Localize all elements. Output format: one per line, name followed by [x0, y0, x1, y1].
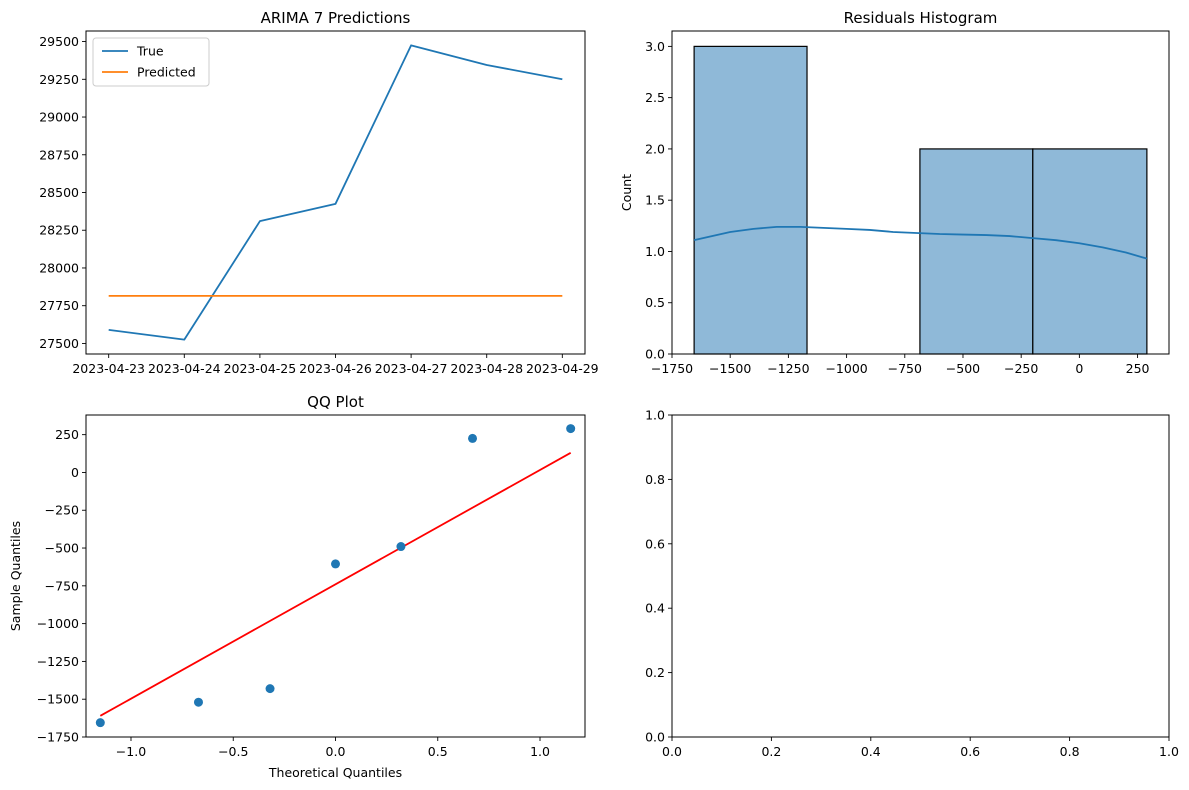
- predictions-legend: True Predicted: [92, 37, 210, 87]
- x-tick-label: 2023-04-29: [526, 361, 599, 376]
- y-tick-label: 3.0: [645, 39, 665, 54]
- qq-point: [95, 718, 105, 728]
- y-tick-label: 29500: [39, 34, 79, 49]
- histogram-plot-frame: [671, 30, 1170, 355]
- x-tick-label: −1750: [651, 361, 693, 376]
- series-line-true: [108, 44, 563, 341]
- qq-fit-line: [99, 452, 572, 717]
- histogram-marks: [693, 45, 1148, 355]
- predictions-marks: [108, 44, 563, 341]
- x-tick-label: −500: [946, 361, 980, 376]
- y-tick-label: 0.0: [645, 730, 665, 745]
- y-tick-label: −1250: [37, 654, 79, 669]
- y-tick-label: 27750: [39, 298, 79, 313]
- y-tick-label: 250: [55, 427, 79, 442]
- x-tick-label: 250: [1126, 361, 1150, 376]
- x-tick-label: −750: [888, 361, 922, 376]
- x-tick-label: 0.0: [662, 744, 682, 759]
- y-tick-label: 0.8: [645, 472, 665, 487]
- histogram-y-axis-title: Count: [619, 174, 634, 211]
- y-tick-label: 28250: [39, 223, 79, 238]
- qq-ticks: −1750 −1500 −1250 −1000 −750 −500 −250 0 250 −1.0…: [37, 427, 550, 759]
- legend-label-true: True: [136, 44, 164, 59]
- y-tick-label: −500: [45, 541, 79, 556]
- x-tick-label: 0.8: [1060, 744, 1080, 759]
- y-tick-label: −1500: [37, 692, 79, 707]
- x-tick-label: −1.0: [116, 744, 146, 759]
- y-tick-label: −750: [45, 578, 79, 593]
- x-tick-label: −0.5: [218, 744, 248, 759]
- x-tick-label: 2023-04-25: [224, 361, 297, 376]
- x-tick-label: 2023-04-26: [299, 361, 372, 376]
- y-tick-label: 0.6: [645, 536, 665, 551]
- predictions-panel: ARIMA 7 Predictions 27500 27750 28000 28250…: [39, 9, 598, 376]
- histogram-ticks: 0.0 0.5 1.0 1.5 2.0 2.5 3.0 −1750 −1500 −1250 −100…: [645, 39, 1149, 376]
- x-tick-label: 2023-04-23: [72, 361, 145, 376]
- legend-label-predicted: Predicted: [137, 65, 196, 80]
- x-tick-label: −1250: [767, 361, 809, 376]
- qq-point: [193, 697, 203, 707]
- x-tick-label: 2023-04-27: [375, 361, 448, 376]
- x-tick-label: −1500: [709, 361, 751, 376]
- x-tick-label: −1000: [825, 361, 867, 376]
- qq-marks: [95, 424, 576, 728]
- empty-ticks: 0.0 0.2 0.4 0.6 0.8 1.0 0.0 0.2 0.4 0.6 0.8 1.0: [645, 408, 1179, 760]
- qq-point: [566, 424, 576, 434]
- qq-y-axis-title: Sample Quantiles: [8, 521, 23, 631]
- x-tick-label: 2023-04-24: [148, 361, 221, 376]
- y-tick-label: 28500: [39, 185, 79, 200]
- y-tick-label: −1750: [37, 730, 79, 745]
- y-tick-label: 2.5: [645, 90, 665, 105]
- histogram-bar: [919, 148, 1034, 355]
- y-tick-label: 27500: [39, 336, 79, 351]
- histogram-bar: [693, 45, 808, 355]
- x-tick-label: −250: [1004, 361, 1038, 376]
- x-tick-label: 0.5: [428, 744, 448, 759]
- kde-curve: [693, 225, 1148, 260]
- y-tick-label: 0.0: [645, 347, 665, 362]
- x-tick-label: 0.6: [960, 744, 980, 759]
- empty-panel: 0.0 0.2 0.4 0.6 0.8 1.0 0.0 0.2 0.4 0.6 0.8 1.0: [645, 408, 1179, 760]
- y-tick-label: 29000: [39, 110, 79, 125]
- x-tick-label: 1.0: [530, 744, 550, 759]
- y-tick-label: 1.5: [645, 193, 665, 208]
- qq-point: [331, 559, 340, 569]
- y-tick-label: 2.0: [645, 141, 665, 156]
- y-tick-label: −1000: [37, 616, 79, 631]
- y-tick-label: 0.2: [645, 665, 665, 680]
- y-tick-label: 28750: [39, 147, 79, 162]
- y-tick-label: 1.0: [645, 244, 665, 259]
- predictions-ticks: 27500 27750 28000 28250 28500 28750 29000 29250…: [39, 34, 598, 376]
- histogram-title: Residuals Histogram: [844, 9, 998, 27]
- x-tick-label: 0.0: [326, 744, 346, 759]
- qq-point: [468, 433, 478, 443]
- y-tick-label: 0: [71, 465, 79, 480]
- y-tick-label: 0.4: [645, 601, 665, 616]
- y-tick-label: 29250: [39, 72, 79, 87]
- legend-box: [92, 37, 210, 87]
- qq-point: [265, 684, 275, 694]
- qq-point: [396, 542, 406, 552]
- empty-plot-frame: [671, 414, 1170, 738]
- y-tick-label: 0.5: [645, 295, 665, 310]
- qq-title: QQ Plot: [307, 393, 364, 411]
- x-tick-label: 1.0: [1159, 744, 1179, 759]
- y-tick-label: 1.0: [645, 408, 665, 423]
- x-tick-label: 2023-04-28: [450, 361, 523, 376]
- y-tick-label: 28000: [39, 260, 79, 275]
- x-tick-label: 0.2: [761, 744, 781, 759]
- qq-plot-panel: QQ Plot −1750 −1500 −1250 −1000 −750 −500 −250…: [8, 393, 586, 780]
- predictions-title: ARIMA 7 Predictions: [261, 9, 411, 27]
- histogram-bar: [1032, 148, 1148, 355]
- y-tick-label: −250: [45, 503, 79, 518]
- x-tick-label: 0.4: [861, 744, 881, 759]
- residuals-histogram-panel: Residuals Histogram 0.0 0.5 1.0 1.5 2.0 2.5 3.…: [619, 9, 1170, 376]
- qq-x-axis-title: Theoretical Quantiles: [268, 765, 402, 780]
- x-tick-label: 0: [1075, 361, 1083, 376]
